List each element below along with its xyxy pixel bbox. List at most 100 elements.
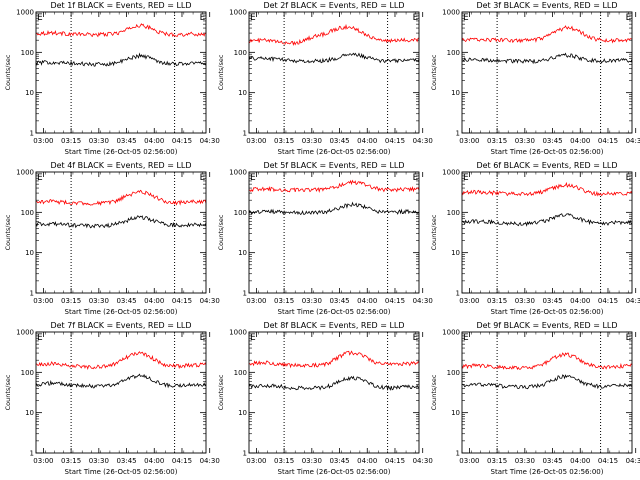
event-marker-label: E: [200, 13, 206, 23]
y-tick-label: 1: [456, 130, 460, 138]
event-marker-label: E: [463, 13, 469, 23]
x-tick-label: 03:00: [246, 457, 266, 465]
x-tick-label: 03:15: [487, 457, 507, 465]
detector-chart-5: Det 5f BLACK = Events, RED = LLD Counts/s…: [217, 161, 433, 316]
y-tick-label: 100: [21, 49, 34, 57]
x-tick-label: 03:00: [33, 137, 53, 145]
detector-panel-4: Det 4f BLACK = Events, RED = LLD Counts/s…: [0, 160, 220, 320]
y-tick-label: 1: [456, 450, 460, 458]
y-axis-label: Counts/sec: [430, 214, 438, 250]
detector-panel-1: Det 1f BLACK = Events, RED = LLD Counts/s…: [0, 0, 220, 160]
x-tick-label: 03:15: [487, 297, 507, 305]
y-axis-label: Counts/sec: [4, 54, 12, 90]
x-tick-label: 03:45: [116, 457, 136, 465]
events-series-line: [35, 52, 207, 67]
x-tick-label: 03:00: [459, 137, 479, 145]
lld-series-line: [461, 352, 633, 371]
x-axis-label: Start Time (26-Oct-05 02:56:00): [491, 308, 604, 316]
x-tick-label: 03:45: [116, 137, 136, 145]
y-tick-label: 1000: [442, 169, 460, 177]
detector-chart-7: Det 7f BLACK = Events, RED = LLD Counts/s…: [4, 321, 220, 476]
y-tick-label: 100: [447, 369, 460, 377]
lld-series-line: [35, 189, 207, 207]
x-tick-label: 04:30: [626, 297, 640, 305]
chart-title: Det 8f BLACK = Events, RED = LLD: [263, 321, 404, 330]
y-axis-label: Counts/sec: [430, 374, 438, 410]
x-axis-label: Start Time (26-Oct-05 02:56:00): [65, 468, 178, 476]
chart-title: Det 9f BLACK = Events, RED = LLD: [476, 321, 617, 330]
x-tick-label: 04:15: [598, 457, 618, 465]
x-tick-label: 04:00: [144, 137, 164, 145]
lld-series-line: [35, 23, 207, 38]
y-tick-label: 10: [451, 89, 460, 97]
x-tick-label: 04:00: [144, 457, 164, 465]
detector-chart-6: Det 6f BLACK = Events, RED = LLD Counts/s…: [430, 161, 640, 316]
x-tick-label: 03:00: [33, 297, 53, 305]
x-tick-label: 03:15: [61, 137, 81, 145]
detector-panel-5: Det 5f BLACK = Events, RED = LLD Counts/s…: [213, 160, 433, 320]
plot-frame: [461, 171, 633, 294]
y-tick-label: 10: [25, 89, 34, 97]
lld-series-line: [248, 179, 420, 193]
chart-title: Det 6f BLACK = Events, RED = LLD: [476, 161, 617, 170]
y-tick-label: 10: [238, 409, 247, 417]
y-tick-label: 10: [238, 89, 247, 97]
plot-frame: [35, 331, 207, 454]
detector-panel-7: Det 7f BLACK = Events, RED = LLD Counts/s…: [0, 320, 220, 480]
x-tick-label: 03:45: [542, 457, 562, 465]
x-axis-label: Start Time (26-Oct-05 02:56:00): [491, 148, 604, 156]
event-marker-label: E: [250, 13, 256, 23]
x-axis-label: Start Time (26-Oct-05 02:56:00): [65, 308, 178, 316]
chart-title: Det 2f BLACK = Events, RED = LLD: [263, 1, 404, 10]
detector-chart-4: Det 4f BLACK = Events, RED = LLD Counts/s…: [4, 161, 220, 316]
detector-chart-8: Det 8f BLACK = Events, RED = LLD Counts/s…: [217, 321, 433, 476]
y-tick-label: 100: [21, 209, 34, 217]
lld-series-line: [248, 350, 420, 369]
events-series-line: [461, 374, 633, 390]
x-tick-label: 03:45: [329, 137, 349, 145]
y-tick-label: 1: [243, 290, 247, 298]
detector-chart-9: Det 9f BLACK = Events, RED = LLD Counts/s…: [430, 321, 640, 476]
events-series-line: [35, 215, 207, 229]
detector-chart-2: Det 2f BLACK = Events, RED = LLD Counts/s…: [217, 1, 433, 156]
event-marker-label: E: [413, 333, 419, 343]
y-tick-label: 100: [447, 209, 460, 217]
x-tick-label: 03:45: [116, 297, 136, 305]
x-tick-label: 04:30: [626, 457, 640, 465]
y-tick-label: 10: [451, 409, 460, 417]
plot-frame: [248, 331, 420, 454]
x-tick-label: 04:00: [570, 457, 590, 465]
lld-series-line: [35, 351, 207, 370]
x-tick-label: 04:00: [570, 137, 590, 145]
y-tick-label: 1000: [442, 329, 460, 337]
x-tick-label: 04:15: [385, 457, 405, 465]
x-tick-label: 03:30: [89, 137, 109, 145]
lld-series-line: [461, 25, 633, 44]
y-tick-label: 10: [25, 409, 34, 417]
y-axis-label: Counts/sec: [217, 54, 225, 90]
x-tick-label: 03:30: [515, 137, 535, 145]
x-tick-label: 03:30: [515, 297, 535, 305]
events-series-line: [461, 213, 633, 227]
y-tick-label: 10: [25, 249, 34, 257]
x-tick-label: 03:00: [246, 137, 266, 145]
event-marker-label: E: [37, 173, 43, 183]
event-marker-label: E: [200, 333, 206, 343]
y-tick-label: 1000: [229, 169, 247, 177]
x-tick-label: 04:30: [200, 137, 220, 145]
x-tick-label: 04:00: [570, 297, 590, 305]
x-tick-label: 04:15: [172, 457, 192, 465]
event-marker-label: E: [200, 173, 206, 183]
x-tick-label: 03:30: [302, 137, 322, 145]
x-tick-label: 04:15: [385, 137, 405, 145]
x-tick-label: 03:30: [515, 457, 535, 465]
plot-frame: [461, 331, 633, 454]
events-series-line: [461, 52, 633, 65]
x-axis-label: Start Time (26-Oct-05 02:56:00): [278, 468, 391, 476]
detector-chart-1: Det 1f BLACK = Events, RED = LLD Counts/s…: [4, 1, 220, 156]
chart-title: Det 7f BLACK = Events, RED = LLD: [50, 321, 191, 330]
y-tick-label: 1000: [16, 9, 34, 17]
y-axis-label: Counts/sec: [4, 214, 12, 250]
y-tick-label: 10: [451, 249, 460, 257]
y-tick-label: 100: [21, 369, 34, 377]
